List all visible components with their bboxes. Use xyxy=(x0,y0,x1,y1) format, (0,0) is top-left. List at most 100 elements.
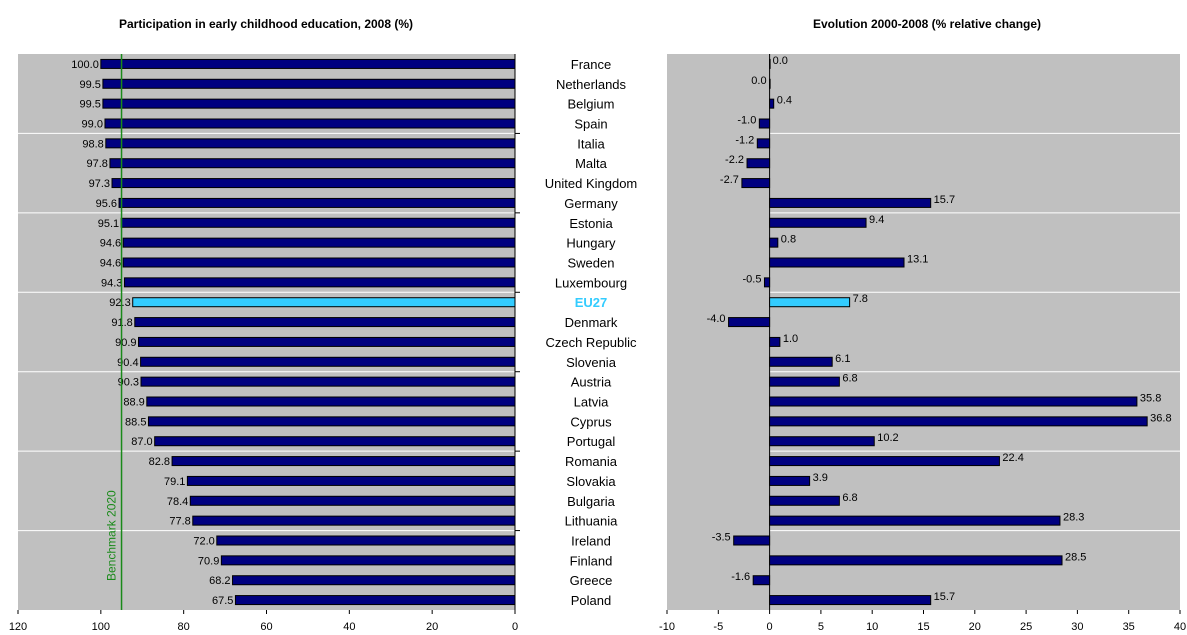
right-value-label: 10.2 xyxy=(877,432,898,444)
benchmark-label: Benchmark 2020 xyxy=(105,490,119,581)
left-value-label: 95.1 xyxy=(98,218,119,230)
left-value-label: 88.5 xyxy=(125,416,146,428)
left-value-label: 88.9 xyxy=(123,397,144,409)
left-x-tick-label: 40 xyxy=(343,621,355,633)
left-bar xyxy=(234,595,516,606)
right-x-tick-label: 20 xyxy=(969,621,981,633)
left-value-label: 99.0 xyxy=(82,119,103,131)
right-bar xyxy=(769,78,771,89)
right-value-label: 6.1 xyxy=(835,353,850,365)
right-value-label: 0.8 xyxy=(781,234,796,246)
left-bar xyxy=(216,535,516,546)
country-labels: France Netherlands Belgium Spain Italia Malta… xyxy=(545,57,638,608)
left-bar xyxy=(123,277,516,288)
left-bar xyxy=(132,297,516,308)
right-bar xyxy=(746,158,771,169)
right-x-tick-label: 10 xyxy=(866,621,878,633)
left-bars: 100.0 99.5 99.5 99.0 98.8 97.8 97.3 95.6 95.1 94.… xyxy=(71,58,516,607)
country-label: Romania xyxy=(565,454,618,469)
left-value-label: 97.3 xyxy=(89,178,110,190)
right-value-label: 36.8 xyxy=(1150,412,1171,424)
country-label: United Kingdom xyxy=(545,176,638,191)
left-gridlines xyxy=(18,54,520,610)
left-bar xyxy=(109,158,516,169)
left-value-label: 79.1 xyxy=(164,476,185,488)
right-bar xyxy=(769,436,875,447)
right-value-label: 0.0 xyxy=(773,55,788,67)
country-label: Greece xyxy=(570,573,613,588)
country-label: Estonia xyxy=(569,216,613,231)
right-value-label: 6.8 xyxy=(842,373,857,385)
right-bar xyxy=(769,495,840,506)
left-bar xyxy=(122,237,516,248)
left-bar xyxy=(186,475,516,486)
left-bar xyxy=(111,178,516,189)
left-value-label: 72.0 xyxy=(193,536,214,548)
country-label: Portugal xyxy=(567,434,616,449)
right-bar xyxy=(733,535,771,546)
left-value-label: 77.8 xyxy=(169,516,190,528)
right-bar xyxy=(769,197,932,208)
left-bar xyxy=(100,58,516,69)
country-label: Poland xyxy=(571,593,611,608)
left-bar xyxy=(104,118,516,129)
right-value-label: 28.3 xyxy=(1063,512,1084,524)
right-chart-title: Evolution 2000-2008 (% relative change) xyxy=(813,17,1041,31)
right-value-label: -2.2 xyxy=(725,154,744,166)
right-value-label: -4.0 xyxy=(707,313,726,325)
right-value-label: 15.7 xyxy=(934,194,955,206)
left-bar xyxy=(122,257,516,268)
right-bar xyxy=(769,237,779,248)
left-x-tick-label: 20 xyxy=(426,621,438,633)
country-label: Austria xyxy=(571,375,612,390)
left-value-label: 99.5 xyxy=(79,79,100,91)
left-value-label: 68.2 xyxy=(209,575,230,587)
right-value-label: -0.5 xyxy=(743,273,762,285)
right-x-tick-label: 5 xyxy=(818,621,824,633)
right-bar xyxy=(769,98,775,109)
left-value-label: 90.4 xyxy=(117,357,138,369)
left-bar xyxy=(220,555,516,566)
country-label: Ireland xyxy=(571,534,611,549)
left-x-tick-label: 100 xyxy=(92,621,110,633)
left-value-label: 94.6 xyxy=(100,258,121,270)
right-bar xyxy=(763,277,771,288)
left-value-label: 82.8 xyxy=(149,456,170,468)
right-bar xyxy=(752,575,771,586)
country-label: Germany xyxy=(564,196,618,211)
right-bar xyxy=(769,396,1138,407)
left-value-label: 70.9 xyxy=(198,555,219,567)
left-value-label: 97.8 xyxy=(87,158,108,170)
left-x-axis: 120 100 80 60 40 20 0 xyxy=(9,610,518,633)
left-chart: Participation in early childhood educati… xyxy=(9,17,520,633)
right-value-label: -2.7 xyxy=(720,174,739,186)
country-label: Italia xyxy=(577,136,605,151)
right-bar xyxy=(769,475,811,486)
country-label: Sweden xyxy=(568,256,615,271)
right-bar xyxy=(741,178,771,189)
left-chart-title: Participation in early childhood educati… xyxy=(119,17,413,31)
left-value-label: 87.0 xyxy=(131,436,152,448)
right-x-tick-label: -5 xyxy=(713,621,723,633)
left-bar xyxy=(232,575,516,586)
right-value-label: -1.0 xyxy=(737,115,756,127)
country-label: Finland xyxy=(570,553,613,568)
right-x-tick-label: -10 xyxy=(659,621,675,633)
right-value-label: 35.8 xyxy=(1140,393,1161,405)
left-x-tick-label: 60 xyxy=(260,621,272,633)
right-value-label: 0.0 xyxy=(751,75,766,87)
left-bar xyxy=(171,456,516,467)
right-value-label: 3.9 xyxy=(813,472,828,484)
right-x-tick-label: 40 xyxy=(1174,621,1186,633)
right-value-label: 28.5 xyxy=(1065,551,1086,563)
right-x-tick-label: 30 xyxy=(1071,621,1083,633)
country-label: Slovenia xyxy=(566,355,617,370)
left-bar xyxy=(189,495,516,506)
country-label: Lithuania xyxy=(565,514,619,529)
right-chart: Evolution 2000-2008 (% relative change) … xyxy=(659,17,1186,633)
right-bar xyxy=(769,336,781,347)
country-label: Slovakia xyxy=(566,474,616,489)
country-label: Spain xyxy=(574,117,607,132)
left-x-tick-label: 80 xyxy=(178,621,190,633)
right-value-label: -1.6 xyxy=(731,571,750,583)
